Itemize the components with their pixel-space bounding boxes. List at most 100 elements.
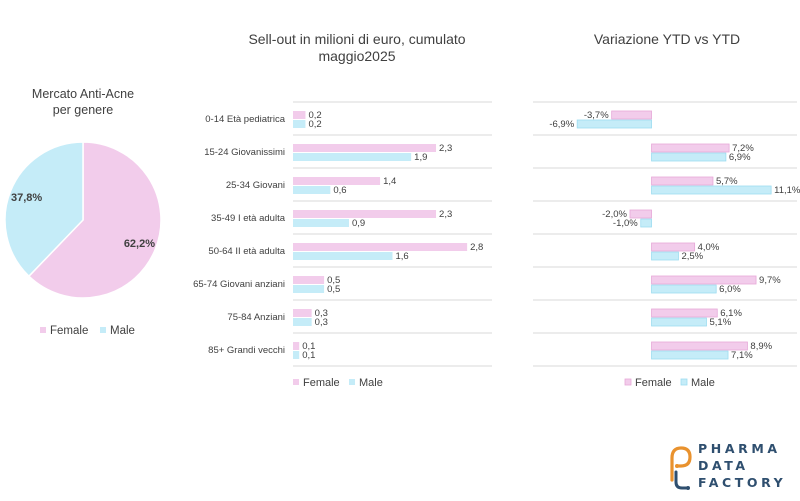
- sellout-bar-female: [293, 276, 325, 284]
- ytd-legend-male: Male: [691, 377, 715, 389]
- logo-wordmark: PHARMA DATA FACTORY: [698, 440, 786, 491]
- sellout-category-label: 35-49 I età adulta: [211, 213, 286, 224]
- ytd-value-label-female: 8,9%: [750, 341, 772, 352]
- sellout-value-label-male: 0,1: [302, 350, 315, 361]
- ytd-value-label-male: 6,0%: [719, 284, 741, 295]
- sellout-value-label-female: 0,2: [308, 110, 321, 121]
- pie-legend-female: Female: [50, 325, 88, 337]
- ytd-bar-male: [651, 251, 679, 261]
- ytd-bar-male: [651, 317, 707, 327]
- sellout-bar-male: [293, 120, 306, 128]
- sellout-category-label: 15-24 Giovanissimi: [204, 147, 285, 158]
- ytd-bar-female: [611, 110, 652, 120]
- sellout-category-label: 75-84 Anziani: [227, 312, 285, 323]
- sellout-bar-male: [293, 219, 349, 227]
- ytd-bar-female: [629, 209, 652, 219]
- sellout-category-label: 85+ Grandi vecchi: [208, 345, 285, 356]
- logo-line-3: FACTORY: [698, 475, 787, 490]
- ytd-value-label-female: -2,0%: [602, 209, 627, 220]
- ytd-value-label-female: 6,1%: [720, 308, 742, 319]
- ytd-legend-swatch-male: [680, 378, 688, 386]
- ytd-value-label-female: 7,2%: [732, 143, 754, 154]
- sellout-category-label: 50-64 II età adulta: [208, 246, 285, 257]
- ytd-value-label-male: 2,5%: [681, 251, 703, 262]
- sellout-legend-male: Male: [359, 377, 383, 389]
- sellout-category-label: 0-14 Età pediatrica: [205, 114, 285, 125]
- sellout-bar-female: [293, 177, 381, 185]
- sellout-value-label-female: 0,3: [315, 308, 328, 319]
- pharma-data-factory-logo: PHARMA DATA FACTORY: [668, 440, 793, 495]
- ytd-value-label-male: -6,9%: [549, 119, 574, 130]
- sellout-value-label-male: 0,6: [333, 185, 346, 196]
- ytd-legend-female: Female: [635, 377, 672, 389]
- sellout-value-label-female: 2,3: [439, 143, 452, 154]
- sellout-bar-male: [293, 252, 393, 260]
- ytd-bar-female: [651, 275, 757, 285]
- sellout-bar-female: [293, 111, 306, 119]
- sellout-bar-female: [293, 309, 312, 317]
- ytd-legend-swatch-female: [624, 378, 632, 386]
- ytd-bar-female: [651, 176, 714, 186]
- sellout-bar-male: [293, 318, 312, 326]
- pie-slice-female: [27, 141, 162, 299]
- sellout-bar-male: [293, 186, 331, 194]
- pie-slice-male: [4, 141, 84, 278]
- sellout-bar-female: [293, 342, 300, 350]
- ytd-value-label-female: 5,7%: [716, 176, 738, 187]
- ytd-bar-male: [576, 119, 652, 129]
- pie-title: per genere: [53, 103, 114, 117]
- sellout-legend-swatch-male: [349, 379, 355, 385]
- logo-line-2: DATA: [698, 458, 749, 473]
- sellout-value-label-female: 0,5: [327, 275, 340, 286]
- ytd-title: Variazione YTD vs YTD: [594, 31, 740, 47]
- pie-legend-swatch-male: [100, 327, 106, 333]
- ytd-value-label-male: 11,1%: [774, 185, 800, 196]
- sellout-legend-swatch-female: [293, 379, 299, 385]
- sellout-value-label-female: 2,3: [439, 209, 452, 220]
- sellout-title: Sell-out in milioni di euro, cumulato: [248, 31, 465, 47]
- sellout-category-label: 25-34 Giovani: [226, 180, 285, 191]
- sellout-bar-female: [293, 243, 468, 251]
- ytd-value-label-female: 9,7%: [759, 275, 781, 286]
- ytd-value-label-female: -3,7%: [584, 110, 609, 121]
- sellout-value-label-female: 2,8: [470, 242, 483, 253]
- pie-label-male: 37,8%: [11, 192, 42, 204]
- sellout-value-label-female: 1,4: [383, 176, 396, 187]
- ytd-bar-male: [640, 218, 652, 228]
- ytd-bar-female: [651, 143, 730, 153]
- ytd-value-label-male: 7,1%: [731, 350, 753, 361]
- sellout-value-label-male: 0,2: [308, 119, 321, 130]
- sellout-value-label-male: 0,5: [327, 284, 340, 295]
- sellout-bar-male: [293, 153, 412, 161]
- sellout-bar-female: [293, 210, 437, 218]
- sellout-legend-female: Female: [303, 377, 340, 389]
- pie-legend-male: Male: [110, 325, 135, 337]
- ytd-value-label-female: 4,0%: [698, 242, 720, 253]
- ytd-value-label-male: 5,1%: [709, 317, 731, 328]
- ytd-bar-female: [651, 242, 696, 252]
- logo-line-1: PHARMA: [698, 441, 781, 456]
- sellout-value-label-male: 0,3: [315, 317, 328, 328]
- sellout-value-label-female: 0,1: [302, 341, 315, 352]
- sellout-value-label-male: 1,6: [396, 251, 409, 262]
- ytd-value-label-male: -1,0%: [613, 218, 638, 229]
- ytd-bar-male: [651, 350, 729, 360]
- sellout-bar-male: [293, 351, 300, 359]
- ytd-value-label-male: 6,9%: [729, 152, 751, 163]
- ytd-bar-male: [651, 284, 717, 294]
- sellout-bar-male: [293, 285, 325, 293]
- pie-legend-swatch-female: [40, 327, 46, 333]
- ytd-bar-female: [651, 308, 718, 318]
- pie-title: Mercato Anti-Acne: [32, 87, 134, 101]
- ytd-bar-male: [651, 152, 727, 162]
- sellout-value-label-male: 0,9: [352, 218, 365, 229]
- ytd-bar-male: [651, 185, 772, 195]
- sellout-bar-female: [293, 144, 437, 152]
- logo-mark-icon: [670, 446, 692, 490]
- sellout-title: maggio2025: [318, 48, 395, 64]
- sellout-category-label: 65-74 Giovani anziani: [193, 279, 285, 290]
- ytd-bar-female: [651, 341, 748, 351]
- pie-label-female: 62,2%: [124, 238, 155, 250]
- sellout-value-label-male: 1,9: [414, 152, 427, 163]
